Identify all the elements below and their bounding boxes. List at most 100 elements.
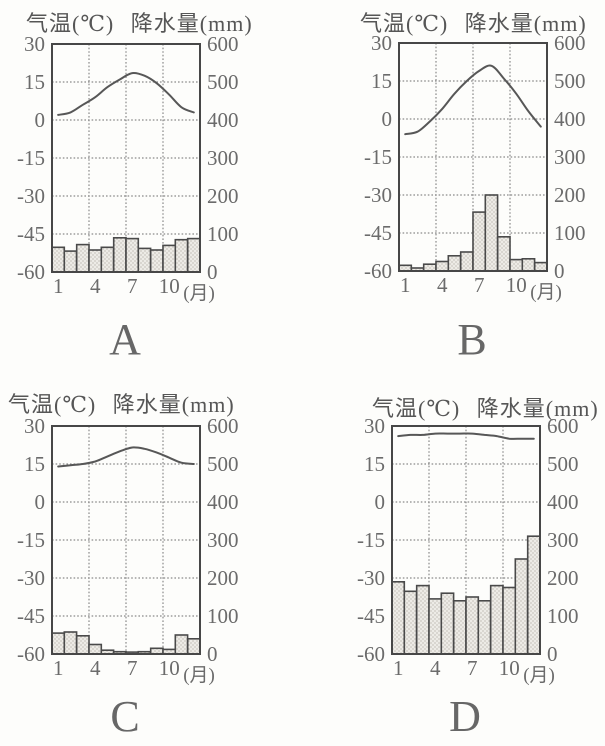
climate-chart-a: 30 15 0 -15 -30 -45 -60 600 500 400 300 200 100 0 1 4 7 1… <box>17 32 239 304</box>
svg-text:15: 15 <box>371 69 392 93</box>
svg-text:-30: -30 <box>17 184 45 208</box>
svg-text:-60: -60 <box>17 642 45 666</box>
precip-axis-title: 降水量(mm) <box>112 392 235 417</box>
svg-text:4: 4 <box>430 656 441 680</box>
svg-text:1: 1 <box>53 656 64 680</box>
svg-text:30: 30 <box>364 414 385 438</box>
svg-text:-45: -45 <box>357 604 385 628</box>
svg-text:0: 0 <box>207 642 218 666</box>
svg-text:200: 200 <box>207 184 239 208</box>
climate-chart-b: 30 15 0 -15 -30 -45 -60 600 500 400 300 200 100 0 1 4 7 1… <box>364 31 586 303</box>
panel-letter-c: C <box>110 692 140 741</box>
svg-text:500: 500 <box>207 452 239 476</box>
svg-text:1: 1 <box>53 274 64 298</box>
svg-text:7: 7 <box>127 274 138 298</box>
svg-text:400: 400 <box>547 490 579 514</box>
svg-text:-45: -45 <box>364 221 392 245</box>
svg-text:0: 0 <box>547 642 558 666</box>
precip-axis-title: 降水量(mm) <box>476 396 599 421</box>
svg-text:30: 30 <box>24 414 45 438</box>
svg-text:500: 500 <box>547 452 579 476</box>
svg-text:0: 0 <box>35 108 46 132</box>
temp-axis-title: 气温(℃) <box>26 11 115 36</box>
svg-text:-45: -45 <box>17 604 45 628</box>
svg-text:500: 500 <box>554 69 586 93</box>
climate-chart-c: 30 15 0 -15 -30 -45 -60 600 500 400 300 200 100 0 1 4 7 1… <box>17 414 239 686</box>
svg-text:400: 400 <box>207 108 239 132</box>
svg-text:400: 400 <box>554 107 586 131</box>
svg-text:0: 0 <box>375 490 386 514</box>
svg-text:(月): (月) <box>530 282 562 303</box>
svg-text:-30: -30 <box>357 566 385 590</box>
svg-text:-30: -30 <box>364 183 392 207</box>
precip-axis-title: 降水量(mm) <box>130 11 253 36</box>
svg-text:-15: -15 <box>17 146 45 170</box>
svg-text:-60: -60 <box>357 642 385 666</box>
svg-text:-45: -45 <box>17 222 45 246</box>
svg-text:15: 15 <box>24 70 45 94</box>
climate-panel-b: 气温(℃) 降水量(mm) 30 15 0 -15 -30 -45 -60 600 500 400… <box>302 0 605 373</box>
svg-text:100: 100 <box>554 221 586 245</box>
climate-chart-d: 30 15 0 -15 -30 -45 -60 600 500 400 300 200 100 0 1 4 7 1… <box>357 414 579 686</box>
svg-text:30: 30 <box>371 31 392 55</box>
svg-text:(月): (月) <box>183 283 215 304</box>
climate-panel-a: 气温(℃) 降水量(mm) 30 15 0 -15 -30 -45 -60 600 500 400… <box>0 0 302 373</box>
panel-letter-b: B <box>457 315 487 364</box>
panel-letter-d: D <box>449 692 481 741</box>
svg-text:100: 100 <box>207 222 239 246</box>
svg-text:(月): (月) <box>183 665 215 686</box>
svg-text:0: 0 <box>554 259 565 283</box>
chart-title-a: 气温(℃) 降水量(mm) <box>26 6 253 38</box>
svg-text:600: 600 <box>207 414 239 438</box>
svg-text:(月): (月) <box>523 665 555 686</box>
svg-text:4: 4 <box>90 656 101 680</box>
panel-letter-a: A <box>109 315 141 364</box>
svg-text:-60: -60 <box>17 260 45 284</box>
temp-axis-title: 气温(℃) <box>360 11 449 36</box>
svg-text:200: 200 <box>554 183 586 207</box>
svg-text:10: 10 <box>506 273 527 297</box>
svg-text:0: 0 <box>382 107 393 131</box>
svg-text:100: 100 <box>547 604 579 628</box>
svg-text:10: 10 <box>159 656 180 680</box>
svg-text:500: 500 <box>207 70 239 94</box>
svg-text:-15: -15 <box>364 145 392 169</box>
climate-panel-d: 气温(℃) 降水量(mm) 30 15 0 -15 -30 -45 -60 600 500 400… <box>302 373 605 746</box>
svg-text:15: 15 <box>364 452 385 476</box>
svg-text:-15: -15 <box>357 528 385 552</box>
svg-text:-15: -15 <box>17 528 45 552</box>
svg-text:1: 1 <box>393 656 404 680</box>
svg-text:300: 300 <box>207 146 239 170</box>
svg-text:0: 0 <box>207 260 218 284</box>
svg-text:4: 4 <box>90 274 101 298</box>
chart-title-b: 气温(℃) 降水量(mm) <box>360 6 587 38</box>
svg-text:600: 600 <box>547 414 579 438</box>
svg-text:7: 7 <box>474 273 485 297</box>
temp-axis-title: 气温(℃) <box>372 396 461 421</box>
svg-text:600: 600 <box>554 31 586 55</box>
chart-title-c: 气温(℃) 降水量(mm) <box>8 387 235 419</box>
svg-text:15: 15 <box>24 452 45 476</box>
svg-text:400: 400 <box>207 490 239 514</box>
climate-panel-c: 气温(℃) 降水量(mm) 30 15 0 -15 -30 -45 -60 600 500 400… <box>0 373 302 746</box>
svg-text:1: 1 <box>400 273 411 297</box>
svg-text:300: 300 <box>207 528 239 552</box>
svg-text:-60: -60 <box>364 259 392 283</box>
svg-text:300: 300 <box>554 145 586 169</box>
precip-axis-title: 降水量(mm) <box>464 11 587 36</box>
svg-text:200: 200 <box>547 566 579 590</box>
svg-text:600: 600 <box>207 32 239 56</box>
svg-text:200: 200 <box>207 566 239 590</box>
svg-text:-30: -30 <box>17 566 45 590</box>
svg-text:7: 7 <box>127 656 138 680</box>
svg-text:0: 0 <box>35 490 46 514</box>
svg-text:4: 4 <box>437 273 448 297</box>
temp-axis-title: 气温(℃) <box>8 392 97 417</box>
chart-title-d: 气温(℃) 降水量(mm) <box>372 391 599 423</box>
svg-text:100: 100 <box>207 604 239 628</box>
svg-text:10: 10 <box>159 274 180 298</box>
svg-text:10: 10 <box>499 656 520 680</box>
svg-text:30: 30 <box>24 32 45 56</box>
svg-text:300: 300 <box>547 528 579 552</box>
